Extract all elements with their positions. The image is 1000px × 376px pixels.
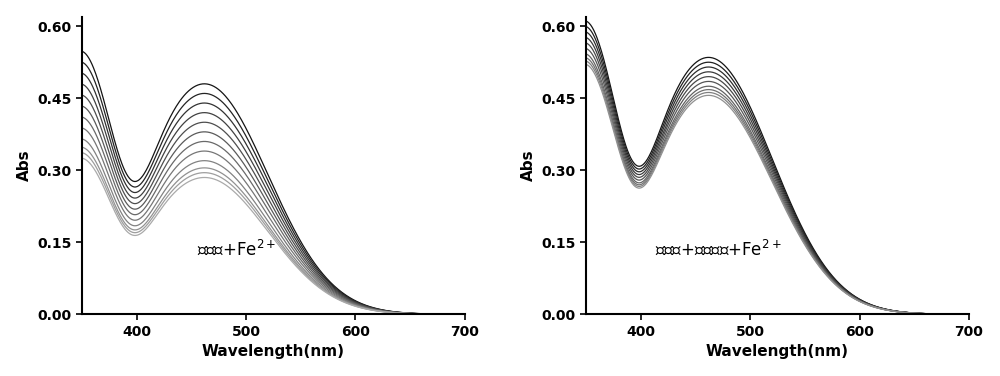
Text: 虾青素+Fe$^{2+}$: 虾青素+Fe$^{2+}$ [197,240,276,259]
X-axis label: Wavelength(nm): Wavelength(nm) [202,344,345,359]
Y-axis label: Abs: Abs [521,150,536,181]
Y-axis label: Abs: Abs [17,150,32,181]
Text: 虾青素+虾铁蛋白+Fe$^{2+}$: 虾青素+虾铁蛋白+Fe$^{2+}$ [655,240,782,259]
X-axis label: Wavelength(nm): Wavelength(nm) [706,344,849,359]
